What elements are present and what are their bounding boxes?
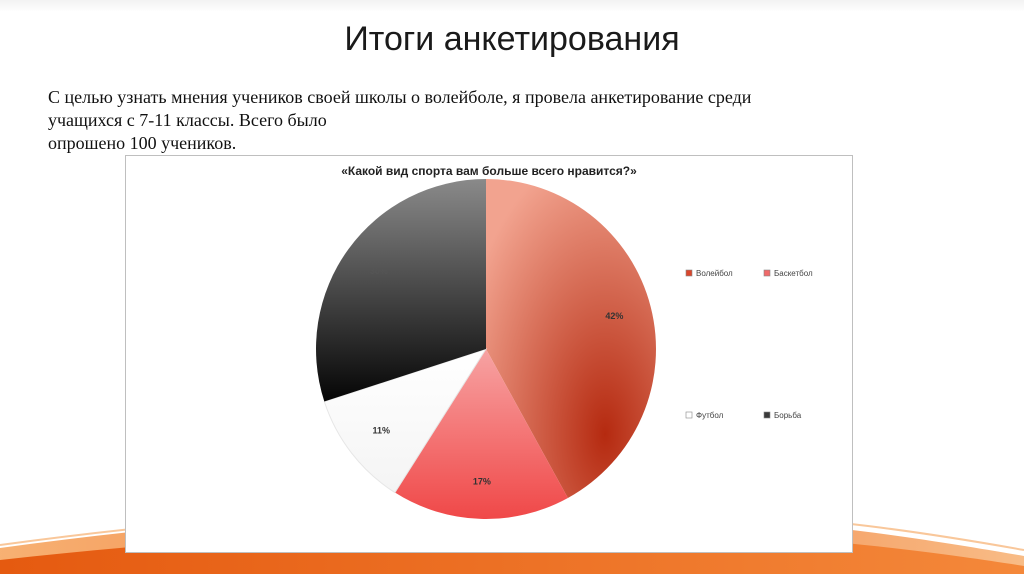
legend-swatch — [763, 411, 771, 419]
slice-football — [323, 348, 488, 494]
legend-label: Футбол — [696, 411, 724, 420]
slice-wrestling — [316, 179, 486, 402]
data-label: 30% — [370, 266, 388, 276]
data-label: 11% — [372, 425, 390, 435]
legend-label: Борьба — [774, 411, 802, 420]
data-label: 42% — [605, 311, 623, 321]
intro-line: учащихся с 7-11 классы. Всего было — [48, 110, 327, 130]
legend-swatch — [685, 411, 693, 419]
legend-label: Волейбол — [696, 269, 733, 278]
legend-wrestling: Борьба — [763, 411, 802, 420]
legend-swatch — [685, 269, 693, 277]
legend-basketball: Баскетбол — [763, 269, 813, 278]
data-label: 17% — [473, 477, 491, 487]
chart-frame: «Какой вид спорта вам больше всего нрави… — [125, 155, 853, 553]
slice-basketball — [394, 349, 568, 519]
pie-chart: 42% 17% 11% 30% Волейбол Баскетбол Футбол Борьб… — [316, 179, 813, 519]
intro-line: опрошено 100 учеников. — [48, 133, 237, 153]
intro-line: С целью узнать мнения учеников своей шко… — [48, 87, 752, 107]
legend-swatch — [763, 269, 771, 277]
slice-volleyball — [486, 179, 656, 498]
legend-football: Футбол — [685, 411, 724, 420]
slide-title: Итоги анкетирования — [344, 20, 680, 58]
legend-label: Баскетбол — [774, 269, 813, 278]
chart-title: «Какой вид спорта вам больше всего нрави… — [341, 164, 637, 178]
intro-paragraph: С целью узнать мнения учеников своей шко… — [48, 86, 952, 155]
legend-volleyball: Волейбол — [685, 269, 733, 278]
